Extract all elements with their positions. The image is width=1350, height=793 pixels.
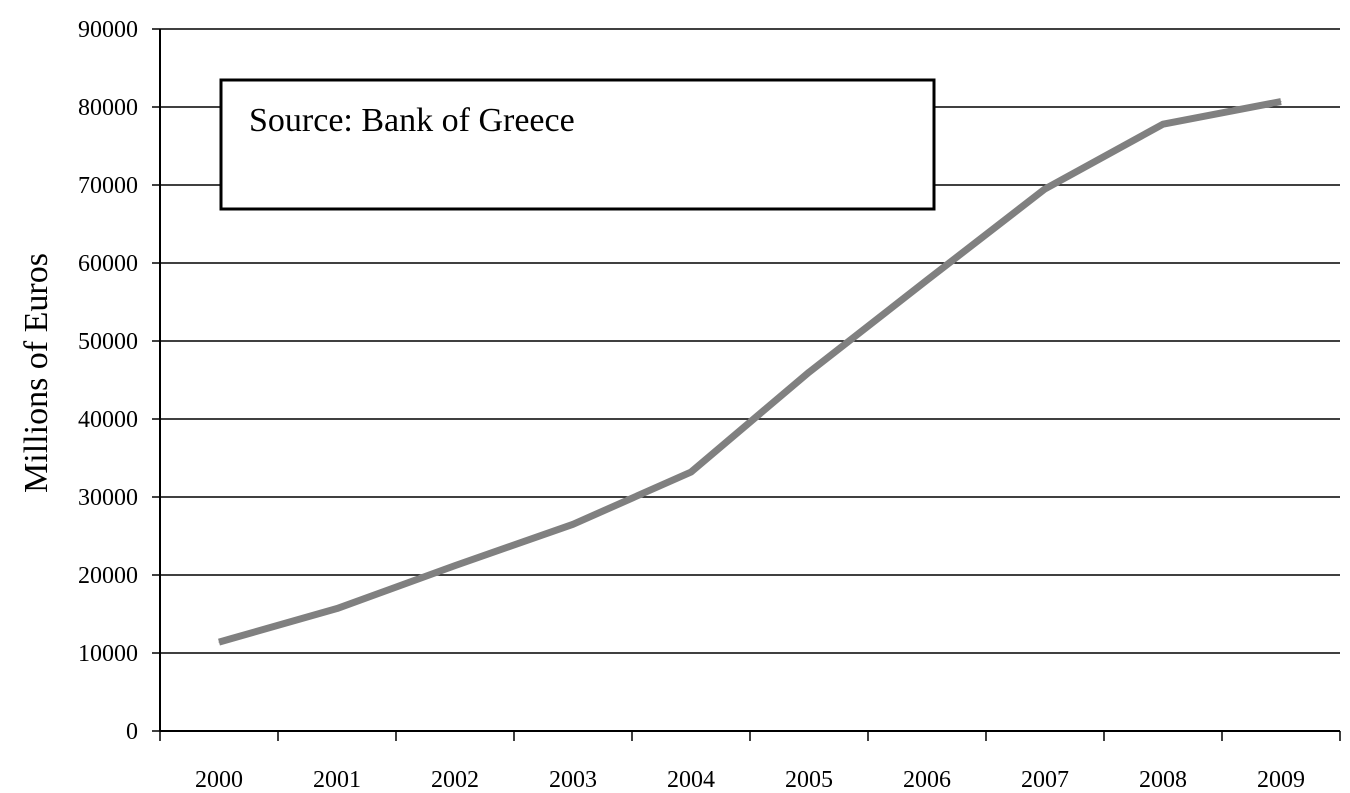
x-tick-label: 2004 xyxy=(667,767,715,793)
annotation-text: Source: Bank of Greece xyxy=(249,102,575,139)
data-point xyxy=(1044,188,1046,190)
y-tick-label: 20000 xyxy=(78,563,138,589)
data-point xyxy=(218,641,220,643)
y-tick-label: 70000 xyxy=(78,173,138,199)
y-tick-label: 90000 xyxy=(78,17,138,43)
x-tick-label: 2001 xyxy=(313,767,361,793)
y-tick-label: 60000 xyxy=(78,251,138,277)
x-tick-label: 2008 xyxy=(1139,767,1187,793)
data-point xyxy=(1162,123,1164,125)
x-tick-label: 2007 xyxy=(1021,767,1069,793)
data-point xyxy=(1280,101,1282,103)
y-tick-label: 30000 xyxy=(78,485,138,511)
series-line xyxy=(218,98,1282,646)
y-tick-label: 40000 xyxy=(78,407,138,433)
series-layer xyxy=(218,98,1282,646)
y-tick-label: 10000 xyxy=(78,641,138,667)
data-point xyxy=(926,279,928,281)
data-point xyxy=(690,471,692,473)
x-tick-label: 2005 xyxy=(785,767,833,793)
y-tick-label: 80000 xyxy=(78,95,138,121)
data-point xyxy=(572,523,574,525)
data-point xyxy=(336,608,338,610)
x-tick-label: 2000 xyxy=(195,767,243,793)
data-point xyxy=(808,371,810,373)
y-tick-label: 50000 xyxy=(78,329,138,355)
y-tick-label: 0 xyxy=(126,719,138,745)
x-axis-ticks: 2000 2001 2002 2003 2004 2005 2006 2007 2008 2009 xyxy=(159,731,1341,793)
annotation-frame xyxy=(219,78,936,211)
y-axis-title: Millions of Euros xyxy=(18,253,55,493)
x-tick-label: 2009 xyxy=(1257,767,1305,793)
y-axis-ticks: 0 10000 20000 30000 40000 50000 60000 70000 8000… xyxy=(78,17,160,745)
x-tick-label: 2006 xyxy=(903,767,951,793)
data-point xyxy=(454,565,456,567)
x-tick-label: 2002 xyxy=(431,767,479,793)
x-tick-label: 2003 xyxy=(549,767,597,793)
annotation-box: Source: Bank of Greece xyxy=(219,78,936,211)
